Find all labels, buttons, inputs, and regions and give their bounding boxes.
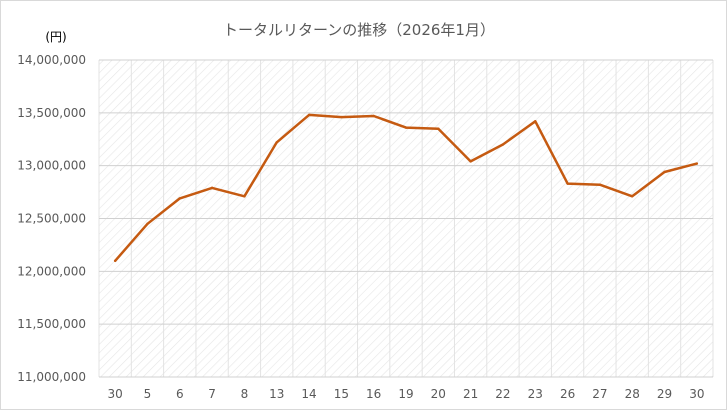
data-point [307,113,311,117]
data-point [566,182,569,185]
x-tick-label: 15 [334,387,349,401]
data-point [437,127,440,130]
data-point [631,195,634,198]
x-tick-label: 21 [463,387,478,401]
x-tick-label: 16 [366,387,381,401]
x-tick-label: 6 [176,387,184,401]
y-tick-label: 12,000,000 [17,264,86,278]
y-tick-label: 12,500,000 [17,212,86,226]
x-tick-label: 27 [592,387,607,401]
data-point [404,126,408,129]
chart-title: トータルリターンの推移（2026年1月） [223,21,495,39]
data-point [340,115,343,119]
y-tick-label: 11,000,000 [17,370,86,384]
x-tick-label: 26 [560,387,575,401]
plot-area: 14,000,000 13,500,000 13,000,000 12,500,000… [17,53,714,401]
x-tick-label: 28 [625,387,640,401]
data-point [598,183,602,186]
x-tick-label: 30 [689,387,704,401]
data-point [178,197,181,200]
x-tick-label: 20 [431,387,446,401]
data-point [210,186,214,190]
y-tick-label: 11,500,000 [17,317,86,331]
data-point [663,170,666,174]
y-axis-unit-label: (円) [45,30,66,44]
y-tick-label: 13,500,000 [17,106,86,120]
x-tick-label: 29 [657,387,672,401]
y-tick-label: 14,000,000 [17,53,86,67]
data-point [113,259,117,262]
data-point [275,141,278,144]
data-point [146,222,149,225]
data-point [469,160,472,163]
x-tick-label: 8 [241,387,249,401]
data-point [534,120,537,123]
x-tick-label: 22 [495,387,510,401]
data-point [243,195,246,198]
x-tick-label: 13 [269,387,284,401]
x-tick-label: 7 [208,387,216,401]
x-tick-label: 30 [108,387,123,401]
x-tick-label: 19 [398,387,413,401]
data-point [501,143,505,146]
x-tick-label: 14 [301,387,316,401]
y-tick-label: 13,000,000 [17,159,86,173]
x-tick-label: 23 [528,387,543,401]
x-tick-label: 5 [144,387,152,401]
data-point [372,114,375,118]
data-point [695,162,699,165]
